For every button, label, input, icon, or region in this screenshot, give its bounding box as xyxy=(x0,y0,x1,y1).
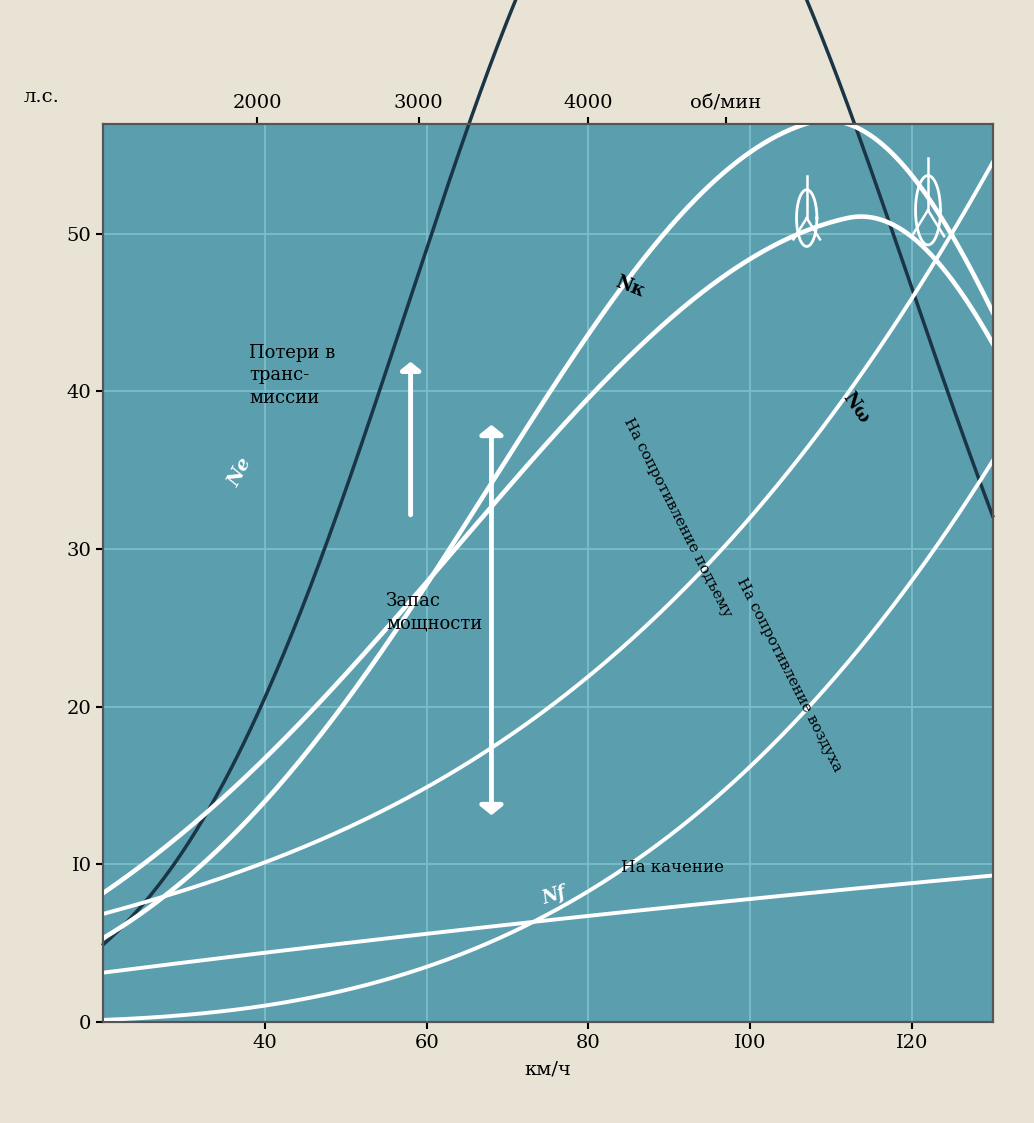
X-axis label: км/ч: км/ч xyxy=(524,1060,572,1078)
Text: Nω: Nω xyxy=(839,390,873,427)
Text: На сопротивление воздуха: На сопротивление воздуха xyxy=(734,576,845,775)
Text: Nк: Nк xyxy=(613,273,647,301)
Y-axis label: л.с.: л.с. xyxy=(23,88,59,106)
Text: На качение: На качение xyxy=(620,859,724,876)
Text: Потери в
транс-
миссии: Потери в транс- миссии xyxy=(249,344,335,407)
Text: Запас
мощности: Запас мощности xyxy=(387,592,483,632)
Text: Nе: Nе xyxy=(224,455,254,490)
Text: На сопротивление подъему: На сопротивление подъему xyxy=(620,416,734,620)
Text: Nf: Nf xyxy=(540,883,569,907)
